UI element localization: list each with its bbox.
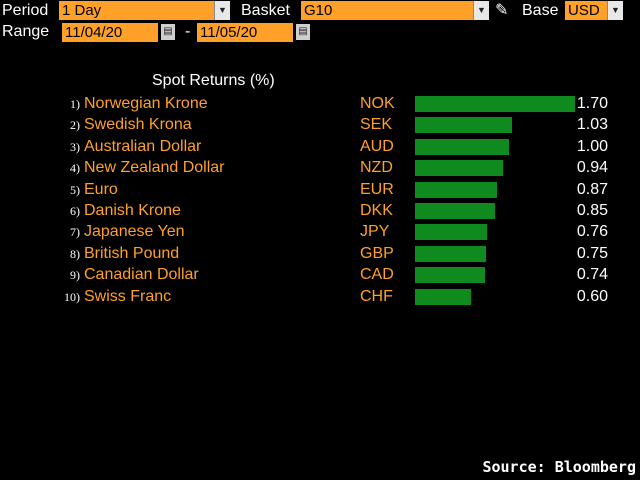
calendar-icon[interactable]: ▤ <box>296 24 310 40</box>
source-credit: Source: Bloomberg <box>482 458 636 476</box>
value-label: 1.03 <box>576 116 608 134</box>
bar-row-cad[interactable]: 9) Canadian Dollar CAD 0.74 <box>0 265 640 286</box>
rank-label: 3) <box>70 139 80 154</box>
chevron-down-icon[interactable]: ▼ <box>473 1 489 20</box>
currency-name[interactable]: Canadian Dollar <box>84 266 199 284</box>
currency-code[interactable]: DKK <box>360 202 393 219</box>
range-separator: - <box>185 23 191 40</box>
chart-title: Spot Returns (%) <box>152 72 275 89</box>
base-value: USD <box>568 2 600 19</box>
currency-name[interactable]: Euro <box>84 180 118 198</box>
bar-row-chf[interactable]: 10) Swiss Franc CHF 0.60 <box>0 287 640 308</box>
currency-code[interactable]: NZD <box>360 159 393 177</box>
value-label: 0.94 <box>576 159 608 177</box>
bar-jpy <box>415 224 487 241</box>
currency-code[interactable]: SEK <box>360 116 393 134</box>
currency-name[interactable]: Swiss Franc <box>84 287 172 305</box>
currency-name[interactable]: Japanese Yen <box>84 223 185 241</box>
rank-label: 9) <box>70 268 80 283</box>
chevron-down-icon[interactable]: ▼ <box>214 1 230 20</box>
rank-label: 8) <box>70 246 80 261</box>
bar-nok <box>415 96 575 112</box>
bar-gbp <box>415 245 486 262</box>
currency-code[interactable]: JPY <box>360 223 390 241</box>
bar-row-gbp[interactable]: 8) British Pound GBP 0.75 <box>0 244 640 265</box>
range-end-input[interactable]: 11/05/20 <box>197 23 293 42</box>
bar-chf <box>415 288 472 305</box>
currency-code[interactable]: EUR <box>360 180 394 198</box>
rank-label: 1) <box>70 97 80 111</box>
bar-cad <box>415 267 485 284</box>
basket-value: G10 <box>304 2 333 19</box>
rank-label: 4) <box>70 161 80 176</box>
bar-dkk <box>415 203 495 219</box>
value-label: 0.60 <box>576 287 608 305</box>
base-label: Base <box>522 2 559 19</box>
range-label: Range <box>2 23 50 40</box>
bar-row-dkk[interactable]: 6) Danish Krone DKK 0.85 <box>0 201 640 222</box>
rank-label: 2) <box>70 118 80 133</box>
rank-label: 5) <box>70 182 80 197</box>
range-end-value: 11/05/20 <box>200 24 258 41</box>
currency-code[interactable]: CHF <box>360 287 393 305</box>
currency-code[interactable]: NOK <box>360 95 395 112</box>
calendar-icon[interactable]: ▤ <box>161 24 175 40</box>
value-label: 1.00 <box>576 137 608 155</box>
currency-code[interactable]: AUD <box>360 137 394 155</box>
period-value: 1 Day <box>62 2 102 19</box>
base-select[interactable]: USD ▼ <box>565 1 623 20</box>
rank-label: 6) <box>70 204 80 218</box>
currency-name[interactable]: Danish Krone <box>84 202 181 219</box>
bar-sek <box>415 117 512 134</box>
bar-eur <box>415 181 497 198</box>
currency-code[interactable]: GBP <box>360 244 394 262</box>
range-start-value: 11/04/20 <box>65 24 123 41</box>
value-label: 0.85 <box>576 202 608 219</box>
rank-label: 7) <box>70 225 80 240</box>
bar-nzd <box>415 160 504 177</box>
value-label: 0.74 <box>576 266 608 284</box>
basket-label: Basket <box>241 2 290 19</box>
range-start-input[interactable]: 11/04/20 <box>62 23 158 42</box>
currency-name[interactable]: Australian Dollar <box>84 137 202 155</box>
bar-row-nzd[interactable]: 4) New Zealand Dollar NZD 0.94 <box>0 158 640 179</box>
currency-name[interactable]: British Pound <box>84 244 180 262</box>
period-label: Period <box>2 2 49 19</box>
value-label: 0.76 <box>576 223 608 241</box>
pencil-icon[interactable]: ✎ <box>495 2 509 19</box>
currency-name[interactable]: New Zealand Dollar <box>84 159 225 177</box>
chevron-down-icon[interactable]: ▼ <box>607 1 623 20</box>
bar-row-jpy[interactable]: 7) Japanese Yen JPY 0.76 <box>0 222 640 243</box>
currency-name[interactable]: Swedish Krona <box>84 116 192 134</box>
bar-aud <box>415 138 510 155</box>
bar-row-eur[interactable]: 5) Euro EUR 0.87 <box>0 180 640 201</box>
basket-select[interactable]: G10 ▼ <box>301 1 489 20</box>
currency-name[interactable]: Norwegian Krone <box>84 95 208 112</box>
value-label: 1.70 <box>576 95 608 112</box>
bar-row-aud[interactable]: 3) Australian Dollar AUD 1.00 <box>0 137 640 158</box>
bar-row-nok[interactable]: 1) Norwegian Krone NOK 1.70 <box>0 94 640 115</box>
period-select[interactable]: 1 Day ▼ <box>59 1 230 20</box>
currency-code[interactable]: CAD <box>360 266 394 284</box>
bar-row-sek[interactable]: 2) Swedish Krona SEK 1.03 <box>0 115 640 136</box>
rank-label: 10) <box>64 289 80 304</box>
value-label: 0.87 <box>576 180 608 198</box>
value-label: 0.75 <box>576 244 608 262</box>
